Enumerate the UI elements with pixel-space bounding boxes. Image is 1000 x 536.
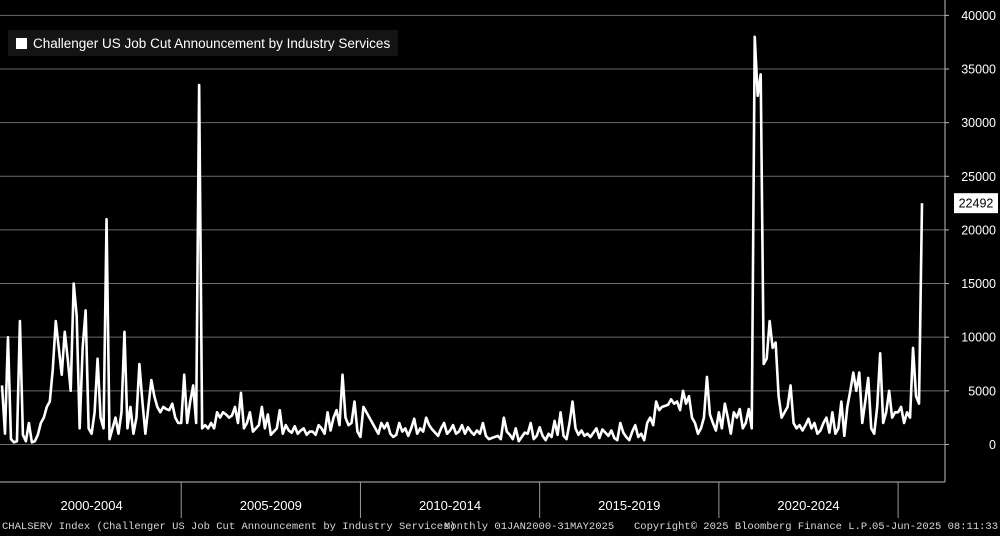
y-tick-label-0: 0 xyxy=(989,438,996,452)
x-tick-label-3: 2015-2019 xyxy=(598,498,660,513)
x-tick-label-2: 2010-2014 xyxy=(419,498,481,513)
footer-source: CHALSERV Index (Challenger US Job Cut An… xyxy=(2,521,456,533)
legend: Challenger US Job Cut Announcement by In… xyxy=(8,30,399,56)
y-tick-label-7: 35000 xyxy=(961,63,996,77)
line-chart: 2000-2004 2005-2009 2010-2014 2015-2019 2020… xyxy=(0,0,998,518)
legend-label: Challenger US Job Cut Announcement by In… xyxy=(33,35,391,51)
y-tick-label-6: 30000 xyxy=(961,116,996,130)
y-tick-label-8: 40000 xyxy=(961,9,996,23)
footer: CHALSERV Index (Challenger US Job Cut An… xyxy=(0,519,1000,536)
y-tick-label-1: 5000 xyxy=(968,384,996,398)
footer-copyright: Copyright© 2025 Bloomberg Finance L.P. xyxy=(634,521,874,533)
legend-swatch xyxy=(16,37,27,49)
x-tick-label-1: 2005-2009 xyxy=(240,498,302,513)
x-axis: 2000-2004 2005-2009 2010-2014 2015-2019 2020… xyxy=(0,481,945,518)
y-tick-label-2: 10000 xyxy=(961,331,996,345)
last-value-marker: 22492 xyxy=(954,193,998,214)
y-tick-label-5: 25000 xyxy=(961,170,996,184)
x-tick-label-4: 2020-2024 xyxy=(777,498,839,513)
last-value-label: 22492 xyxy=(959,197,994,211)
series-line-services xyxy=(0,35,924,444)
y-tick-label-3: 15000 xyxy=(961,277,996,291)
footer-range: Monthly 01JAN2000-31MAY2025 xyxy=(444,521,615,533)
footer-timestamp: 05-Jun-2025 08:11:33 xyxy=(872,521,999,533)
y-axis: 0 5000 10000 15000 20000 25000 30000 35000 40000 xyxy=(944,0,996,482)
x-tick-label-0: 2000-2004 xyxy=(61,498,123,513)
last-value-box xyxy=(954,193,998,214)
gridlines xyxy=(0,14,945,445)
y-tick-label-4: 20000 xyxy=(961,223,996,237)
